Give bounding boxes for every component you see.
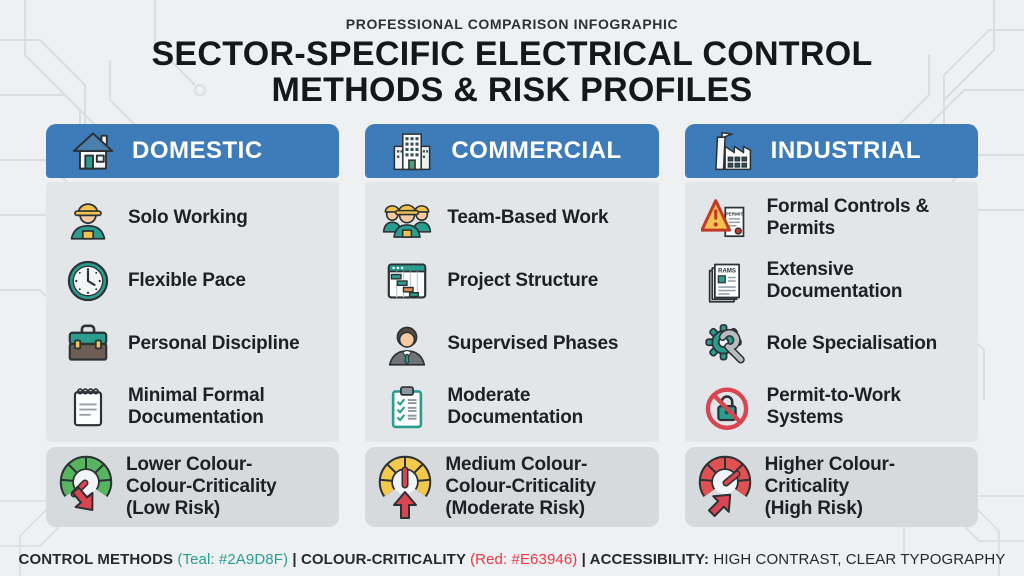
column-commercial: COMMERCIAL: [365, 124, 659, 527]
footer-accessibility-value: HIGH CONTRAST, CLEAR TYPOGRAPHY: [713, 551, 1006, 568]
feature-row: Personal Discipline: [54, 312, 331, 375]
column-header-industrial: INDUSTRIAL: [684, 124, 978, 178]
gauge-medium-icon: [373, 454, 437, 520]
feature-row: RAMS Extensive Documentation: [693, 249, 970, 312]
feature-row: Minimal Formal Documentation: [54, 375, 331, 438]
feature-row: Moderate Documentation: [373, 375, 650, 438]
feature-row: Permit-to-Work Systems: [693, 375, 970, 438]
feature-row: Solo Working: [54, 186, 331, 249]
column-title: COMMERCIAL: [451, 137, 622, 164]
feature-row: Flexible Pace: [54, 249, 331, 312]
feature-label: Minimal Formal Documentation: [128, 384, 265, 428]
footer-legend: CONTROL METHODS (Teal: #2A9D8F) | COLOUR…: [0, 551, 1024, 568]
feature-label: Flexible Pace: [128, 269, 246, 291]
feature-label: Role Specialisation: [766, 332, 938, 354]
feature-label: Project Structure: [447, 269, 599, 291]
feature-label: Solo Working: [128, 206, 248, 228]
office-building-icon: [389, 128, 435, 174]
column-domestic: DOMESTIC: [46, 124, 340, 527]
svg-text:RAMS: RAMS: [718, 268, 736, 274]
gauge-low-icon: [54, 454, 118, 520]
column-title: DOMESTIC: [132, 137, 263, 164]
sector-columns: DOMESTIC: [46, 124, 978, 527]
page-title-line2: METHODS & RISK PROFILES: [271, 71, 753, 109]
feature-row: Supervised Phases: [373, 312, 650, 375]
gantt-chart-icon: [381, 255, 433, 307]
column-header-domestic: DOMESTIC: [46, 124, 340, 178]
feature-row: Project Structure: [373, 249, 650, 312]
team-icon: [381, 192, 433, 244]
risk-label: Medium Colour- Colour-Criticality (Moder…: [445, 454, 596, 519]
solo-worker-icon: [62, 192, 114, 244]
page-title: SECTOR-SPECIFIC ELECTRICAL CONTROL METHO…: [0, 36, 1024, 108]
toolbox-icon: [62, 318, 114, 370]
page-title-line1: SECTOR-SPECIFIC ELECTRICAL CONTROL: [151, 35, 873, 73]
feature-label: Supervised Phases: [447, 332, 619, 354]
footer-divider: |: [577, 551, 590, 568]
footer-teal-hex: (Teal: #2A9D8F): [177, 551, 289, 568]
feature-label: Extensive Documentation: [766, 258, 903, 302]
notepad-icon: [62, 381, 114, 433]
rams-documents-icon: RAMS: [701, 255, 753, 307]
feature-label: Formal Controls & Permits: [766, 195, 930, 239]
column-title: INDUSTRIAL: [770, 137, 921, 164]
feature-label: Permit-to-Work Systems: [766, 384, 901, 428]
lockout-icon: [701, 381, 753, 433]
column-industrial: INDUSTRIAL PERMIT: [684, 124, 978, 527]
house-icon: [70, 128, 116, 174]
footer-control-methods-label: CONTROL METHODS: [18, 551, 178, 568]
feature-label: Personal Discipline: [128, 332, 300, 354]
column-header-commercial: COMMERCIAL: [365, 124, 659, 178]
gauge-high-icon: [693, 454, 757, 520]
risk-card-medium: Medium Colour- Colour-Criticality (Moder…: [365, 447, 659, 527]
risk-label: Lower Colour- Colour-Criticality (Low Ri…: [126, 454, 277, 519]
column-body-commercial: Team-Based Work: [365, 182, 659, 442]
risk-card-high: Higher Colour- Criticality (High Risk): [684, 447, 978, 527]
clock-icon: [62, 255, 114, 307]
footer-accessibility-label: ACCESSIBILITY:: [589, 551, 714, 568]
gear-wrench-icon: [701, 318, 753, 370]
feature-label: Moderate Documentation: [447, 384, 584, 428]
svg-text:PERMIT: PERMIT: [725, 211, 743, 217]
feature-row: Role Specialisation: [693, 312, 970, 375]
feature-label: Team-Based Work: [447, 206, 609, 228]
footer-red-hex: (Red: #E63946): [470, 551, 578, 568]
risk-label: Higher Colour- Criticality (High Risk): [764, 454, 895, 519]
factory-icon: [709, 128, 755, 174]
footer-divider: |: [288, 551, 301, 568]
checklist-clipboard-icon: [381, 381, 433, 433]
risk-card-low: Lower Colour- Colour-Criticality (Low Ri…: [46, 447, 340, 527]
column-body-domestic: Solo Working: [46, 182, 340, 442]
infographic-eyebrow: PROFESSIONAL COMPARISON INFOGRAPHIC: [345, 16, 679, 32]
feature-row: PERMIT Formal Controls & Permits: [693, 186, 970, 249]
supervisor-icon: [381, 318, 433, 370]
feature-row: Team-Based Work: [373, 186, 650, 249]
footer-colour-criticality-label: COLOUR-CRITICALITY: [300, 551, 471, 568]
column-body-industrial: PERMIT Formal Controls & Permits: [684, 182, 978, 442]
warning-permit-icon: PERMIT: [700, 192, 753, 244]
